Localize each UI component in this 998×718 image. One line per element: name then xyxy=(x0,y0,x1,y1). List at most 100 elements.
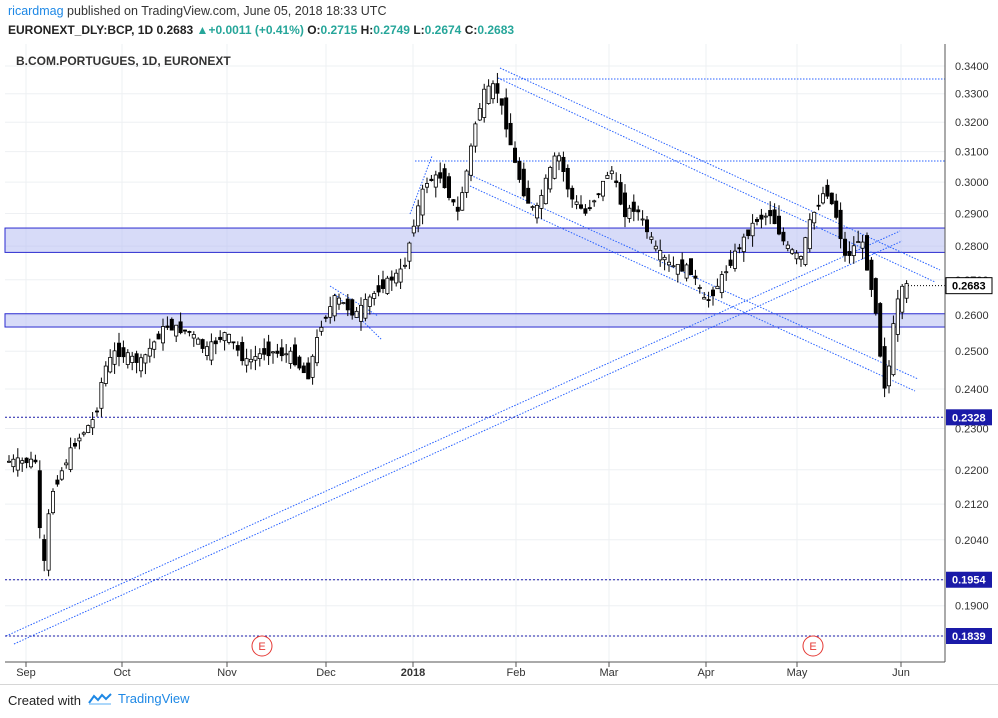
candle-body xyxy=(543,177,548,205)
candle xyxy=(865,232,870,271)
candle xyxy=(548,165,553,193)
x-tick-label: Nov xyxy=(217,667,237,679)
candle xyxy=(873,277,878,316)
candle-body xyxy=(341,302,346,305)
candle-body xyxy=(711,289,716,297)
close-label: C: xyxy=(464,23,478,37)
y-tick-label: 0.3300 xyxy=(955,89,989,101)
x-tick-label: Jun xyxy=(892,667,910,679)
candle xyxy=(103,361,108,387)
support-resistance-zones xyxy=(4,227,946,328)
author-link[interactable]: ricardmag xyxy=(8,4,64,18)
candle-body xyxy=(231,341,236,344)
candle xyxy=(900,284,905,320)
candle xyxy=(354,307,359,318)
candle-body xyxy=(530,206,535,209)
candle-body xyxy=(724,271,729,274)
tradingview-link[interactable]: TradingView xyxy=(88,691,190,706)
price-axis[interactable]: 0.3400 0.3300 0.3200 0.3100 0.3000 0.2900 0.28… xyxy=(955,61,989,643)
candle xyxy=(557,152,562,171)
candle xyxy=(367,294,372,315)
candle xyxy=(73,438,78,449)
candle-body xyxy=(552,155,557,179)
candle-body xyxy=(750,222,755,237)
candle-body xyxy=(328,306,333,318)
candle-body xyxy=(772,209,777,225)
candle xyxy=(24,457,29,469)
candle xyxy=(292,337,297,367)
candle xyxy=(517,157,522,183)
candle-body xyxy=(64,462,69,466)
candle-body xyxy=(319,326,324,332)
candle-body xyxy=(385,277,390,294)
candle-body xyxy=(117,342,122,357)
event-marker: E xyxy=(251,635,273,657)
candle-body xyxy=(363,298,368,319)
time-axis[interactable]: Sep Oct Nov Dec 2018 Feb Mar Apr May Jun xyxy=(16,662,910,679)
event-marker-label: E xyxy=(258,641,265,653)
candle-body xyxy=(526,187,531,204)
candle xyxy=(218,330,223,343)
candle xyxy=(33,454,38,464)
candle xyxy=(662,254,667,271)
candle-body xyxy=(429,178,434,182)
candle xyxy=(521,162,526,198)
candle xyxy=(90,412,95,435)
candle-body xyxy=(706,299,711,301)
candle-body xyxy=(451,199,456,203)
high-value: 0.2749 xyxy=(373,23,410,37)
candle xyxy=(750,214,755,247)
candle-body xyxy=(614,180,619,183)
x-tick-label: Sep xyxy=(16,667,36,679)
candle-body xyxy=(807,219,812,250)
candle-body xyxy=(73,442,78,447)
candle-body xyxy=(843,238,848,256)
candle-body xyxy=(856,241,861,243)
open-value: 0.2715 xyxy=(320,23,358,37)
candle-body xyxy=(345,298,350,311)
candle xyxy=(420,184,425,225)
candle-body xyxy=(275,350,280,354)
candle xyxy=(473,121,478,153)
candle xyxy=(508,113,513,146)
candle xyxy=(825,179,830,199)
candle-body xyxy=(51,490,56,514)
candle-body xyxy=(728,259,733,266)
candle xyxy=(394,269,399,287)
candle-body xyxy=(869,259,874,290)
candle xyxy=(7,455,12,463)
candle-body xyxy=(521,168,526,197)
candle-body xyxy=(121,347,126,358)
candle xyxy=(182,329,187,335)
candle xyxy=(363,293,368,322)
candle-body xyxy=(499,98,504,106)
candle xyxy=(856,230,861,243)
candle-body xyxy=(460,192,465,211)
candle-body xyxy=(627,207,632,219)
candle-body xyxy=(860,241,865,249)
candle xyxy=(627,204,632,223)
candle xyxy=(869,257,874,297)
candle xyxy=(59,467,64,481)
candle xyxy=(579,195,584,210)
y-tick-label: 0.2040 xyxy=(955,535,989,547)
chart-title: B.COM.PORTUGUES, 1D, EURONEXT xyxy=(16,54,231,68)
candle-body xyxy=(420,188,425,216)
candle xyxy=(460,186,465,211)
x-tick-label: Oct xyxy=(113,667,130,679)
candle-body xyxy=(270,351,275,354)
candle xyxy=(301,362,306,374)
y-tick-label: 0.2120 xyxy=(955,499,989,511)
candle-body xyxy=(790,249,795,254)
candle-body xyxy=(623,192,628,218)
candle-body xyxy=(851,245,856,257)
candle-body xyxy=(235,345,240,351)
candle-body xyxy=(248,358,253,363)
candle-body xyxy=(112,350,117,365)
y-tick-label: 0.2900 xyxy=(955,209,989,221)
candle-body xyxy=(834,200,839,218)
candle-body xyxy=(667,261,672,266)
open-label: O: xyxy=(307,23,321,37)
